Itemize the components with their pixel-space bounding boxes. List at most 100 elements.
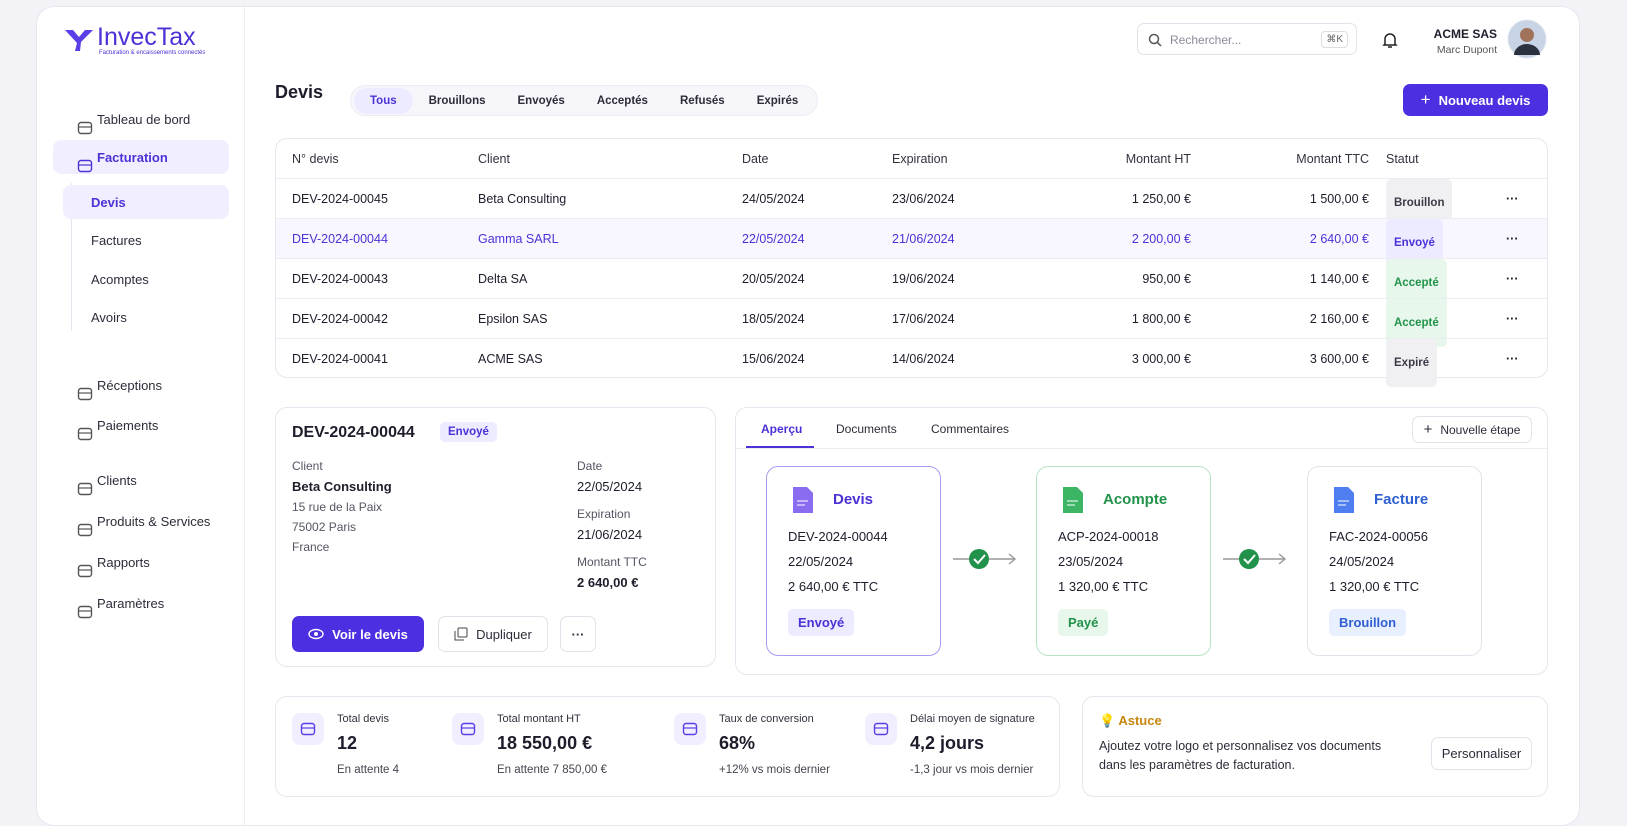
brand-name: InvecTax (97, 23, 196, 51)
address-line: 15 rue de la Paix (292, 500, 383, 514)
table-cell: 15/06/2024 (742, 352, 805, 366)
filter-tab[interactable]: Tous (354, 87, 413, 114)
table-cell: 22/05/2024 (742, 232, 805, 246)
table-cell: 24/05/2024 (742, 192, 805, 206)
more-button[interactable]: ··· (560, 616, 596, 652)
sub-item[interactable]: Devis (63, 185, 229, 219)
sub-item[interactable]: Avoirs (91, 309, 127, 325)
table-cell: 19/06/2024 (892, 272, 955, 286)
nav-label: Paramètres (97, 595, 165, 611)
status-badge: Expiré (1386, 339, 1438, 387)
workflow-tab[interactable]: Documents (836, 422, 897, 436)
icon-shape (77, 121, 93, 135)
table-row[interactable]: DEV-2024-00041 ACME SAS 15/06/2024 14/06/20… (276, 338, 1547, 387)
doc-shape (793, 487, 813, 513)
table-cell: Gamma SARL (478, 232, 559, 246)
new-quote-button[interactable]: + Nouveau devis (1403, 84, 1548, 116)
add-step-button[interactable]: + Nouvelle étape (1412, 416, 1532, 443)
stat-label: Total devis (337, 713, 389, 725)
search-shortcut: ⌘K (1321, 31, 1348, 48)
step-number: DEV-2024-00044 (788, 529, 888, 544)
step-amount: 2 640,00 € TTC (788, 579, 879, 594)
table-cell: 3 600,00 € (1309, 352, 1369, 366)
nav-item[interactable]: Facturation (53, 140, 229, 174)
nav-item[interactable]: Paiements (53, 408, 229, 442)
row-menu[interactable]: ··· (1506, 192, 1519, 206)
tip-title-text: Astuce (1118, 713, 1162, 728)
nav-item[interactable]: Produits & Services (53, 504, 229, 538)
filter-tab[interactable]: Expirés (756, 94, 799, 107)
table-cell: 1 800,00 € (1131, 312, 1191, 326)
search-placeholder: Rechercher... (1170, 33, 1242, 47)
company-name: ACME SAS (1433, 27, 1497, 41)
table-row[interactable]: DEV-2024-00043 Delta SA 20/05/2024 19/06/20… (276, 258, 1547, 307)
workflow-tab[interactable]: Aperçu (761, 422, 803, 436)
workflow-step[interactable]: Facture FAC-2024-00056 24/05/2024 1 320,00 … (1307, 466, 1482, 656)
stat-value: 68% (719, 733, 756, 753)
row-menu[interactable]: ··· (1506, 232, 1519, 246)
active-tab-underline (746, 446, 814, 448)
connector-arrow (1223, 549, 1287, 569)
icon-shape (77, 482, 93, 496)
table-cell: DEV-2024-00041 (292, 352, 388, 366)
nav-label: Facturation (97, 149, 168, 165)
stat-sub: +12% vs mois dernier (719, 764, 830, 776)
workflow-step[interactable]: Devis DEV-2024-00044 22/05/2024 2 640,00 € … (766, 466, 941, 656)
icon-shape (77, 387, 93, 401)
duplicate-button[interactable]: Dupliquer (438, 616, 548, 652)
icon (460, 721, 476, 742)
table-cell: 1 500,00 € (1309, 192, 1369, 206)
nav-item[interactable]: Clients (53, 463, 229, 497)
stat-sub: -1,3 jour vs mois dernier (910, 764, 1034, 776)
new-quote-label: Nouveau devis (1438, 92, 1531, 108)
nav-item[interactable]: Rapports (53, 545, 229, 579)
customize-button[interactable]: Personnaliser (1431, 737, 1532, 770)
date-label: Date (577, 459, 603, 473)
filter-tab[interactable]: Brouillons (428, 94, 486, 107)
brand-tagline: Facturation & encaissements connectés (99, 50, 206, 56)
bulb-icon: 💡 (1099, 713, 1119, 728)
document-icon (791, 485, 815, 520)
total-label: Montant TTC (577, 555, 647, 569)
tab-divider (736, 448, 1547, 449)
row-menu[interactable]: ··· (1506, 272, 1519, 286)
filter-tab[interactable]: Acceptés (596, 94, 648, 107)
icon-shape (682, 722, 698, 736)
table-row[interactable]: DEV-2024-00042 Epsilon SAS 18/05/2024 17/06… (276, 298, 1547, 347)
column-header: Date (742, 152, 769, 166)
nav-label: Rapports (97, 554, 150, 570)
nav-label: Paiements (97, 417, 159, 433)
address-line: 75002 Paris (292, 520, 357, 534)
stat-icon (292, 713, 324, 745)
avatar[interactable] (1507, 19, 1547, 59)
user-name: Marc Dupont (1436, 44, 1497, 56)
step-connector (1219, 548, 1291, 575)
column-header: Client (478, 152, 510, 166)
client-name: Beta Consulting (292, 479, 392, 494)
nav-item[interactable]: Tableau de bord (53, 102, 229, 136)
table-row[interactable]: DEV-2024-00044 Gamma SARL 22/05/2024 21/06/… (276, 218, 1547, 267)
sub-divider (71, 183, 72, 331)
sub-item[interactable]: Acomptes (91, 271, 149, 287)
view-button[interactable]: Voir le devis (292, 616, 424, 652)
step-date: 24/05/2024 (1329, 554, 1395, 569)
icon-shape (460, 722, 476, 736)
step-amount: 1 320,00 € TTC (1058, 579, 1149, 594)
table-row[interactable]: DEV-2024-00045 Beta Consulting 24/05/2024 2… (276, 178, 1547, 227)
filter-tab[interactable]: Refusés (679, 94, 725, 107)
step-status: Envoyé (788, 609, 855, 636)
table-cell: DEV-2024-00043 (292, 272, 388, 286)
sub-item[interactable]: Factures (91, 232, 142, 248)
nav-item[interactable]: Paramètres (53, 586, 229, 620)
nav-item[interactable]: Réceptions (53, 368, 229, 402)
step-amount: 1 320,00 € TTC (1329, 579, 1420, 594)
total-value: 2 640,00 € (577, 575, 639, 590)
row-menu[interactable]: ··· (1506, 312, 1519, 326)
workflow-tab[interactable]: Commentaires (931, 422, 1010, 436)
search-box[interactable]: Rechercher... ⌘K (1137, 23, 1357, 55)
workflow-step[interactable]: Acompte ACP-2024-00018 23/05/2024 1 320,00 … (1036, 466, 1211, 656)
bell-icon[interactable] (1382, 31, 1398, 49)
row-menu[interactable]: ··· (1506, 352, 1519, 366)
filter-tab[interactable]: Envoyés (517, 94, 565, 107)
